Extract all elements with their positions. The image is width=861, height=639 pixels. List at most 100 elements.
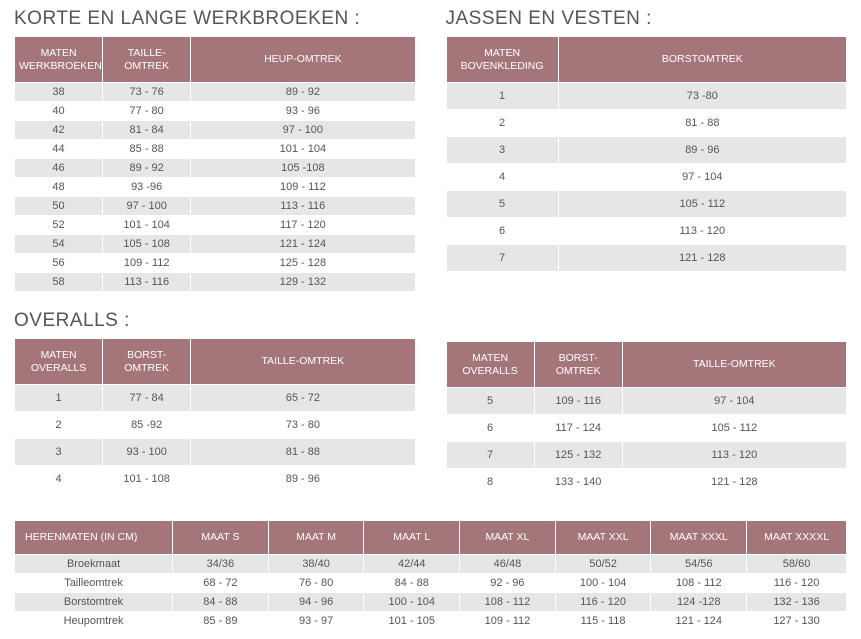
- cell: 1: [446, 83, 558, 110]
- jassen-table: MATEN BOVENKLEDING BORSTOMTREK 173 -8028…: [446, 36, 848, 272]
- cell: 81 - 88: [191, 439, 415, 466]
- cell: 73 -80: [558, 83, 846, 110]
- table-row: Heupomtrek85 - 8993 - 97101 - 105109 - 1…: [15, 611, 847, 630]
- cell: 92 - 96: [460, 573, 556, 592]
- cell: 54/56: [651, 554, 747, 573]
- cell: 133 - 140: [534, 469, 622, 496]
- cell: 58/60: [747, 554, 847, 573]
- table-row: 7125 - 132113 - 120: [446, 442, 847, 469]
- table-row: 5109 - 11697 - 104: [446, 388, 847, 415]
- cell: 46: [15, 159, 103, 178]
- cell: 89 - 92: [191, 83, 415, 102]
- cell: 89 - 96: [558, 137, 846, 164]
- cell: 117 - 124: [534, 415, 622, 442]
- th: TAILLE-OMTREK: [103, 37, 191, 83]
- cell: 77 - 84: [103, 385, 191, 412]
- cell: 113 - 116: [103, 273, 191, 292]
- table-row: 389 - 96: [446, 137, 847, 164]
- th: MAAT S: [173, 521, 269, 555]
- cell: 84 - 88: [173, 592, 269, 611]
- cell: 84 - 88: [364, 573, 460, 592]
- cell: 42/44: [364, 554, 460, 573]
- cell: 42: [15, 121, 103, 140]
- th: MAAT XXXXL: [747, 521, 847, 555]
- cell: 132 - 136: [747, 592, 847, 611]
- cell: 65 - 72: [191, 385, 415, 412]
- cell: 5: [446, 388, 534, 415]
- table-row: 54105 - 108121 - 124: [15, 235, 416, 254]
- th: MAAT L: [364, 521, 460, 555]
- th: MAAT XL: [460, 521, 556, 555]
- cell: 7: [446, 245, 558, 272]
- jassen-section: JASSEN EN VESTEN : MATEN BOVENKLEDING BO…: [446, 8, 848, 292]
- cell: 109 - 116: [534, 388, 622, 415]
- table-row: 177 - 8465 - 72: [15, 385, 416, 412]
- cell: 94 - 96: [268, 592, 364, 611]
- cell: 93 -96: [103, 178, 191, 197]
- table-row: 6113 - 120: [446, 218, 847, 245]
- cell: 97 - 100: [103, 197, 191, 216]
- cell: Tailleomtrek: [15, 573, 173, 592]
- table-row: 173 -80: [446, 83, 847, 110]
- table-row: 4485 - 88101 - 104: [15, 140, 416, 159]
- cell: 113 - 116: [191, 197, 415, 216]
- cell: 109 - 112: [103, 254, 191, 273]
- cell: 81 - 88: [558, 110, 846, 137]
- table-row: 4101 - 10889 - 96: [15, 466, 416, 493]
- cell: 44: [15, 140, 103, 159]
- cell: 101 - 104: [103, 216, 191, 235]
- cell: 50: [15, 197, 103, 216]
- cell: 116 - 120: [747, 573, 847, 592]
- cell: 101 - 108: [103, 466, 191, 493]
- cell: 54: [15, 235, 103, 254]
- cell: 38: [15, 83, 103, 102]
- jassen-title: JASSEN EN VESTEN :: [446, 8, 848, 30]
- cell: 8: [446, 469, 534, 496]
- cell: 7: [446, 442, 534, 469]
- cell: 129 - 132: [191, 273, 415, 292]
- th: BORST-OMTREK: [534, 342, 622, 388]
- cell: 125 - 128: [191, 254, 415, 273]
- cell: 2: [446, 110, 558, 137]
- overalls-title: OVERALLS :: [14, 310, 416, 332]
- overalls-left-table: MATEN OVERALLS BORST-OMTREK TAILLE-OMTRE…: [14, 338, 416, 493]
- cell: 46/48: [460, 554, 556, 573]
- cell: 56: [15, 254, 103, 273]
- th: MAAT M: [268, 521, 364, 555]
- table-row: 8133 - 140121 - 128: [446, 469, 847, 496]
- cell: 113 - 120: [558, 218, 846, 245]
- cell: 6: [446, 218, 558, 245]
- cell: 34/36: [173, 554, 269, 573]
- herenmaten-table: HERENMATEN (IN CM)MAAT SMAAT MMAAT LMAAT…: [14, 520, 847, 631]
- cell: 76 - 80: [268, 573, 364, 592]
- table-row: 58113 - 116129 - 132: [15, 273, 416, 292]
- th: MATEN OVERALLS: [446, 342, 534, 388]
- cell: 68 - 72: [173, 573, 269, 592]
- overalls-right-section: MATEN OVERALLS BORST-OMTREK TAILLE-OMTRE…: [446, 310, 848, 496]
- werkbroeken-section: KORTE EN LANGE WERKBROEKEN : MATEN WERKB…: [14, 8, 416, 292]
- cell: 105 - 108: [103, 235, 191, 254]
- cell: 124 -128: [651, 592, 747, 611]
- cell: 3: [446, 137, 558, 164]
- cell: 101 - 105: [364, 611, 460, 630]
- cell: Heupomtrek: [15, 611, 173, 630]
- cell: 5: [446, 191, 558, 218]
- cell: 85 - 89: [173, 611, 269, 630]
- cell: 93 - 96: [191, 102, 415, 121]
- cell: 48: [15, 178, 103, 197]
- cell: 58: [15, 273, 103, 292]
- cell: 121 - 124: [651, 611, 747, 630]
- cell: 1: [15, 385, 103, 412]
- cell: 97 - 100: [191, 121, 415, 140]
- cell: Broekmaat: [15, 554, 173, 573]
- table-row: 393 - 10081 - 88: [15, 439, 416, 466]
- th: BORSTOMTREK: [558, 37, 846, 83]
- cell: 73 - 76: [103, 83, 191, 102]
- cell: 77 - 80: [103, 102, 191, 121]
- table-row: 7121 - 128: [446, 245, 847, 272]
- cell: 125 - 132: [534, 442, 622, 469]
- table-row: Borstomtrek84 - 8894 - 96100 - 104108 - …: [15, 592, 847, 611]
- th: TAILLE-OMTREK: [622, 342, 846, 388]
- cell: Borstomtrek: [15, 592, 173, 611]
- table-row: 4893 -96109 - 112: [15, 178, 416, 197]
